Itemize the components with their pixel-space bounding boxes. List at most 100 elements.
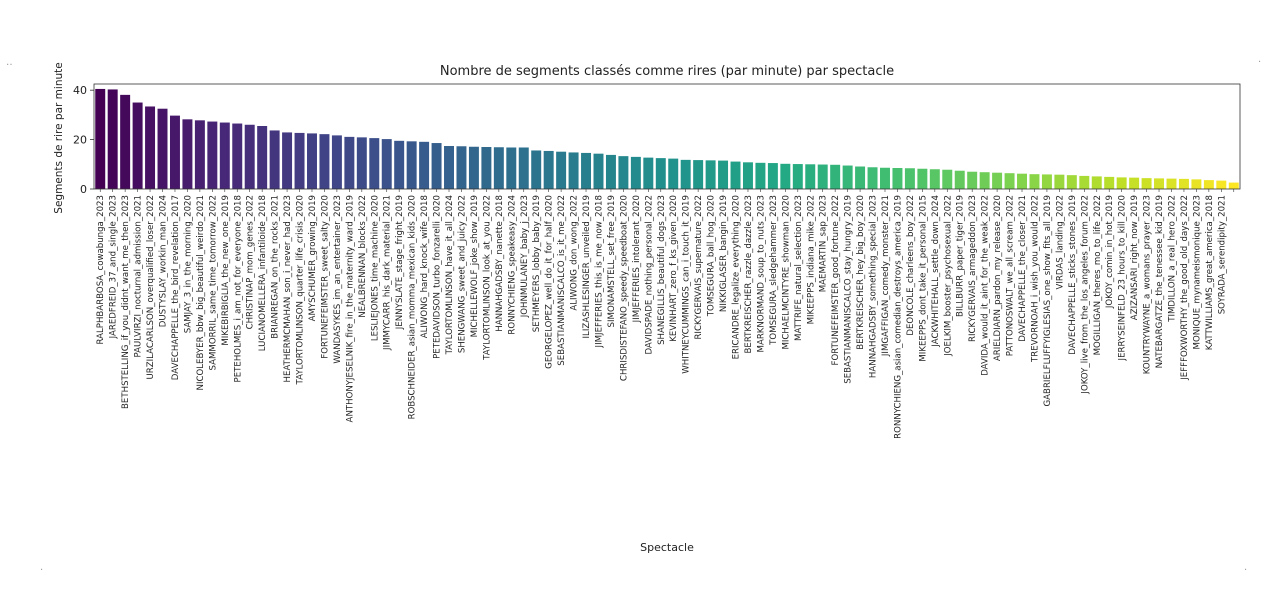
x-tick-label: ARIELDIARN_pardon_my_release_2020: [993, 195, 1003, 361]
corner-mark-bottom-right: ·: [1244, 565, 1248, 576]
x-tick-label: SEBASTIANMANISCALCO_stay_hungry_2019: [844, 195, 854, 384]
x-tick-label: NEALBRENNAN_blocks_2022: [358, 195, 368, 318]
x-tick-label: ERICANDRE_legalize_everything_2020: [732, 195, 742, 359]
x-tick-label: MONIQUE_mynameismonique_2023: [1192, 195, 1202, 349]
bar-73: [1004, 173, 1015, 189]
x-tick-label: HANNAHGADSBY_nanette_2018: [495, 195, 505, 332]
y-axis-label: Segments de rire par minute: [53, 62, 65, 213]
x-tick-label: LESLIEJONES_time_machine_2020: [370, 195, 380, 341]
x-tick-label: SIMONAMSTELL_set_free_2019: [607, 195, 617, 327]
x-tick-label: DAVECHAPPELLE_the_bird_revelation_2017: [171, 195, 181, 380]
x-tick-label: BILLBURR_paper_tiger_2019: [956, 195, 966, 317]
bar-4: [145, 106, 156, 189]
x-tick-label: BRIANREGAN_on_the_rocks_2021: [271, 195, 281, 339]
bar-32: [493, 147, 504, 189]
bars-layer: [95, 88, 1239, 189]
bar-78: [1066, 175, 1077, 189]
x-tick-label: RALPHBARBOSA_cowabunga_2023: [96, 195, 106, 345]
x-tick-label: CHRISDISTEFANO_speedy_speedboat_2020: [619, 195, 629, 381]
x-tick-label: TIMDILLON_a_real_hero_2022: [1167, 195, 1177, 323]
bar-22: [369, 138, 380, 189]
x-tick-label: SAMJAY_3_in_the_morning_2020: [183, 195, 193, 333]
bar-18: [319, 134, 330, 189]
y-tick-label: 40: [73, 84, 87, 97]
x-tick-label: JOELKIM_booster_psychosexual_2022: [943, 195, 953, 357]
bar-87: [1178, 178, 1189, 189]
bar-9: [207, 121, 218, 189]
bar-60: [842, 165, 853, 189]
x-tick-label: MIKEEPPS_dont_take_it_personal_2015: [918, 195, 928, 362]
bar-34: [518, 147, 529, 189]
bar-17: [307, 133, 317, 189]
bar-2: [120, 94, 131, 189]
x-tick-label: MIKEEPPS_indiana_mike_2022: [806, 195, 816, 324]
bar-69: [954, 170, 965, 189]
x-tick-label: TAYLORTOMLINSON_look_at_you_2022: [482, 195, 492, 361]
bar-30: [468, 146, 479, 189]
bar-88: [1191, 179, 1202, 189]
bar-51: [730, 161, 741, 189]
x-tick-label: SHANEGILLIS_beautiful_dogs_2023: [657, 195, 667, 345]
bar-82: [1116, 177, 1127, 189]
bar-46: [668, 158, 679, 189]
x-tick-label: URZILACARLSON_overqualified_loser_2022: [146, 195, 156, 380]
bar-71: [979, 172, 990, 189]
bar-39: [581, 152, 592, 189]
x-tick-label: PETEDAVIDSON_turbo_fonzarelli_2020: [433, 195, 443, 359]
corner-mark-top-right: ·: [1258, 57, 1262, 68]
x-tick-label: JENNYSLATE_stage_fright_2019: [395, 195, 405, 330]
x-tick-label: AMYSCHUMER_growing_2019: [308, 195, 318, 321]
x-tick-label: NIKKIGLASER_bangin_2019: [719, 195, 729, 312]
x-tick-label: VIRDAS_landing_2022: [1055, 195, 1065, 290]
x-tick-label: PAULVIRZI_nocturnal_admission_2021: [134, 195, 144, 357]
bar-64: [892, 168, 903, 189]
bar-58: [817, 164, 828, 189]
bar-21: [356, 137, 367, 189]
bar-81: [1104, 176, 1115, 189]
bar-25: [406, 141, 417, 189]
bar-63: [880, 167, 890, 189]
bar-59: [830, 164, 841, 189]
x-tick-label: KOUNTRYWAYNE_a_womans_prayer_2023: [1143, 195, 1153, 374]
x-tick-label: RONNYCHIENG_asian_comedian_destroys_amer…: [893, 195, 903, 439]
x-tick-label: SETHMEYERS_lobby_baby_2019: [532, 195, 542, 332]
bar-50: [718, 160, 729, 189]
bar-36: [543, 150, 554, 189]
bar-26: [419, 141, 430, 189]
x-tick-label: BERTKREISCHER_hey_big_boy_2020: [856, 195, 866, 350]
bar-42: [618, 156, 629, 189]
bar-76: [1041, 174, 1052, 189]
x-tick-label: RICKYGERVAIS_armageddon_2023: [968, 195, 978, 342]
x-tick-label: BERTKREISCHER_razzle_dazzle_2023: [744, 195, 754, 354]
x-tick-label: DAVIDSPADE_nothing_personal_2022: [644, 195, 654, 355]
x-tick-label: SHENGWANG_sweet_and_juicy_2022: [457, 195, 467, 353]
bar-11: [232, 123, 243, 189]
x-tick-label: FORTUNEFEIMSTER_good_fortune_2022: [831, 195, 841, 365]
bar-35: [531, 150, 542, 189]
bar-16: [294, 132, 305, 189]
bar-5: [157, 108, 168, 189]
x-tick-label: ILIZASHLESINGER_unveiled_2019: [582, 195, 592, 338]
x-tick-label: JOHNMULANEY_baby_j_2023: [520, 195, 530, 318]
bar-40: [593, 153, 604, 189]
x-tick-label: TAYLORTOMLINSON_have_it_all_2024: [445, 195, 455, 355]
x-tick-label: KEVINHART_zero_f_ks_given_2020: [669, 195, 679, 342]
bar-48: [693, 160, 704, 189]
bar-70: [967, 171, 978, 189]
x-tick-label: MAEMARTIN_sap_2023: [819, 195, 829, 292]
x-tick-label: ROBSCHNEIDER_asian_momma_mexican_kids_20…: [408, 195, 418, 419]
y-tick-label: 0: [80, 183, 87, 196]
x-tick-label: DEONCOLE_charleens_boy_2022: [906, 195, 916, 336]
bar-67: [929, 169, 940, 189]
x-tick-label: GABRIELFLUFFYIGLESIAS_one_show_fits_all_…: [1043, 195, 1053, 406]
x-tick-label: KATTWILLIAMS_great_america_2018: [1205, 195, 1215, 350]
x-axis-ticks: RALPHBARBOSA_cowabunga_2023 JAREDFREID_37…: [96, 189, 1235, 439]
corner-mark-top-left: ‥: [6, 57, 13, 68]
x-tick-label: FORTUNEFEIMSTER_sweet_salty_2020: [320, 195, 330, 359]
bar-57: [805, 164, 816, 189]
bar-55: [780, 163, 791, 189]
x-tick-label: JIMJEFFERIES_this_is_me_now_2018: [594, 195, 604, 348]
x-tick-label: CHRISTINAP_mom_genes_2022: [246, 195, 256, 329]
bar-61: [855, 166, 866, 189]
bar-89: [1203, 180, 1214, 189]
